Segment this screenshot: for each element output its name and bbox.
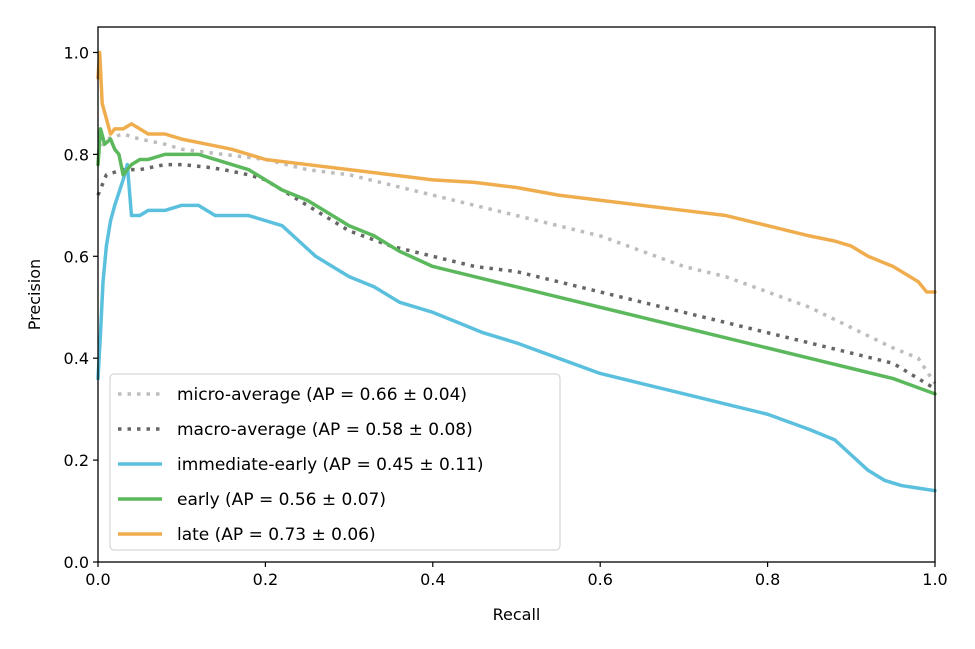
legend-box <box>109 373 561 551</box>
y-axis: 0.0 0.2 0.4 0.6 0.8 1.0 <box>64 43 98 572</box>
series-line-2 <box>96 162 937 493</box>
x-axis-label: Recall <box>493 605 541 624</box>
x-tick-label: 0.8 <box>755 570 780 589</box>
x-tick-label: 0.0 <box>85 570 110 589</box>
y-tick-label: 0.6 <box>64 247 89 266</box>
series-layer <box>96 50 937 493</box>
x-axis: 0.0 0.2 0.4 0.6 0.8 1.0 <box>85 562 948 589</box>
x-tick-label: 0.4 <box>420 570 445 589</box>
legend-label-3: early (AP = 0.56 ± 0.07) <box>177 490 386 510</box>
x-tick-label: 0.6 <box>587 570 612 589</box>
y-axis-label: Precision <box>25 259 44 330</box>
y-tick-label: 0.4 <box>64 349 89 368</box>
legend-label-2: immediate-early (AP = 0.45 ± 0.11) <box>177 455 484 475</box>
plot-frame <box>97 26 936 563</box>
series-line-1 <box>96 162 936 391</box>
legend-label-1: macro-average (AP = 0.58 ± 0.08) <box>177 420 473 440</box>
legend-label-0: micro-average (AP = 0.66 ± 0.04) <box>177 385 467 405</box>
series-line-3 <box>96 127 937 396</box>
x-tick-label: 0.2 <box>253 570 278 589</box>
y-tick-label: 0.0 <box>64 553 89 572</box>
legend: micro-average (AP = 0.66 ± 0.04) macro-av… <box>109 373 561 551</box>
series-line-0 <box>96 132 937 385</box>
legend-label-4: late (AP = 0.73 ± 0.06) <box>177 525 376 545</box>
y-tick-label: 1.0 <box>64 43 89 62</box>
x-tick-label: 1.0 <box>922 570 947 589</box>
series-line-4 <box>96 50 937 294</box>
y-tick-label: 0.2 <box>64 451 89 470</box>
y-tick-label: 0.8 <box>64 145 89 164</box>
